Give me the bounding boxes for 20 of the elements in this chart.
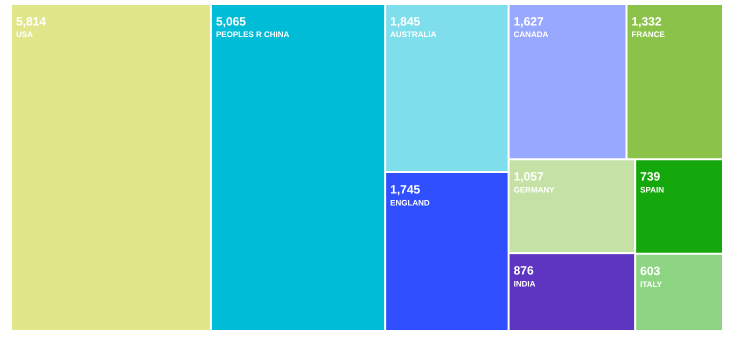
category-label: INDIA (514, 279, 536, 288)
data-label: 1,845 (390, 14, 420, 28)
category-label: SPAIN (640, 185, 664, 194)
category-label: CANADA (514, 30, 548, 40)
data-label: 1,332 (631, 14, 662, 28)
data-label: 5,065 (216, 14, 246, 28)
data-label: 739 (640, 170, 660, 184)
category-label: FRANCE (631, 30, 666, 40)
data-label: 603 (640, 264, 660, 278)
category-label: USA (16, 30, 34, 40)
category-label: GERMANY (514, 185, 556, 194)
data-label: 1,057 (514, 170, 544, 184)
category-label: PEOPLES R CHINA (216, 30, 290, 40)
category-label: ENGLAND (390, 198, 430, 208)
data-label: 876 (514, 263, 534, 278)
category-label: ITALY (640, 280, 663, 290)
data-label: 1,627 (514, 14, 544, 28)
data-label: 1,745 (390, 182, 420, 196)
category-label: AUSTRALIA (390, 30, 437, 40)
data-label: 5,814 (16, 14, 46, 28)
